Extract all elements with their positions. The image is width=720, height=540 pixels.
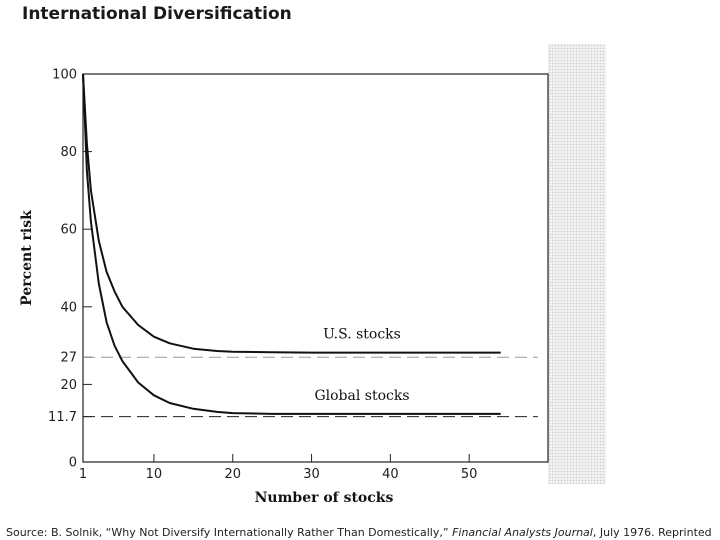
x-axis-label: Number of stocks	[255, 490, 394, 506]
plot-frame	[82, 73, 549, 463]
x-tick-label: 20	[224, 467, 241, 482]
series-line-us	[82, 73, 501, 354]
y-axis-label: Percent risk	[19, 210, 35, 306]
page-title: International Diversification	[22, 4, 292, 24]
y-tick-label: 40	[60, 300, 77, 315]
y-tick-label: 27	[60, 351, 77, 366]
y-tick-label: 20	[60, 378, 77, 393]
y-tick-label: 11.7	[48, 410, 77, 425]
source-citation: Source: B. Solnik, “Why Not Diversify In…	[6, 526, 720, 539]
source-journal: Financial Analysts Journal	[452, 526, 593, 539]
y-tick-label: 60	[60, 223, 77, 238]
source-prefix: Source: B. Solnik, “Why Not Diversify In…	[6, 526, 449, 539]
source-suffix: , July 1976. Reprinted	[592, 526, 712, 539]
y-tick-label: 80	[60, 145, 77, 160]
x-tick-label: 50	[461, 467, 478, 482]
x-tick-label: 1	[79, 467, 87, 482]
series-line-global	[82, 73, 501, 415]
x-tick-label: 40	[382, 467, 399, 482]
x-tick-label: 30	[303, 467, 320, 482]
x-tick-label: 10	[146, 467, 163, 482]
series-label: Global stocks	[314, 388, 409, 404]
series-label: U.S. stocks	[323, 327, 401, 343]
y-tick-label: 100	[52, 68, 77, 83]
y-tick-label: 0	[69, 456, 77, 471]
paper-texture	[548, 44, 606, 484]
